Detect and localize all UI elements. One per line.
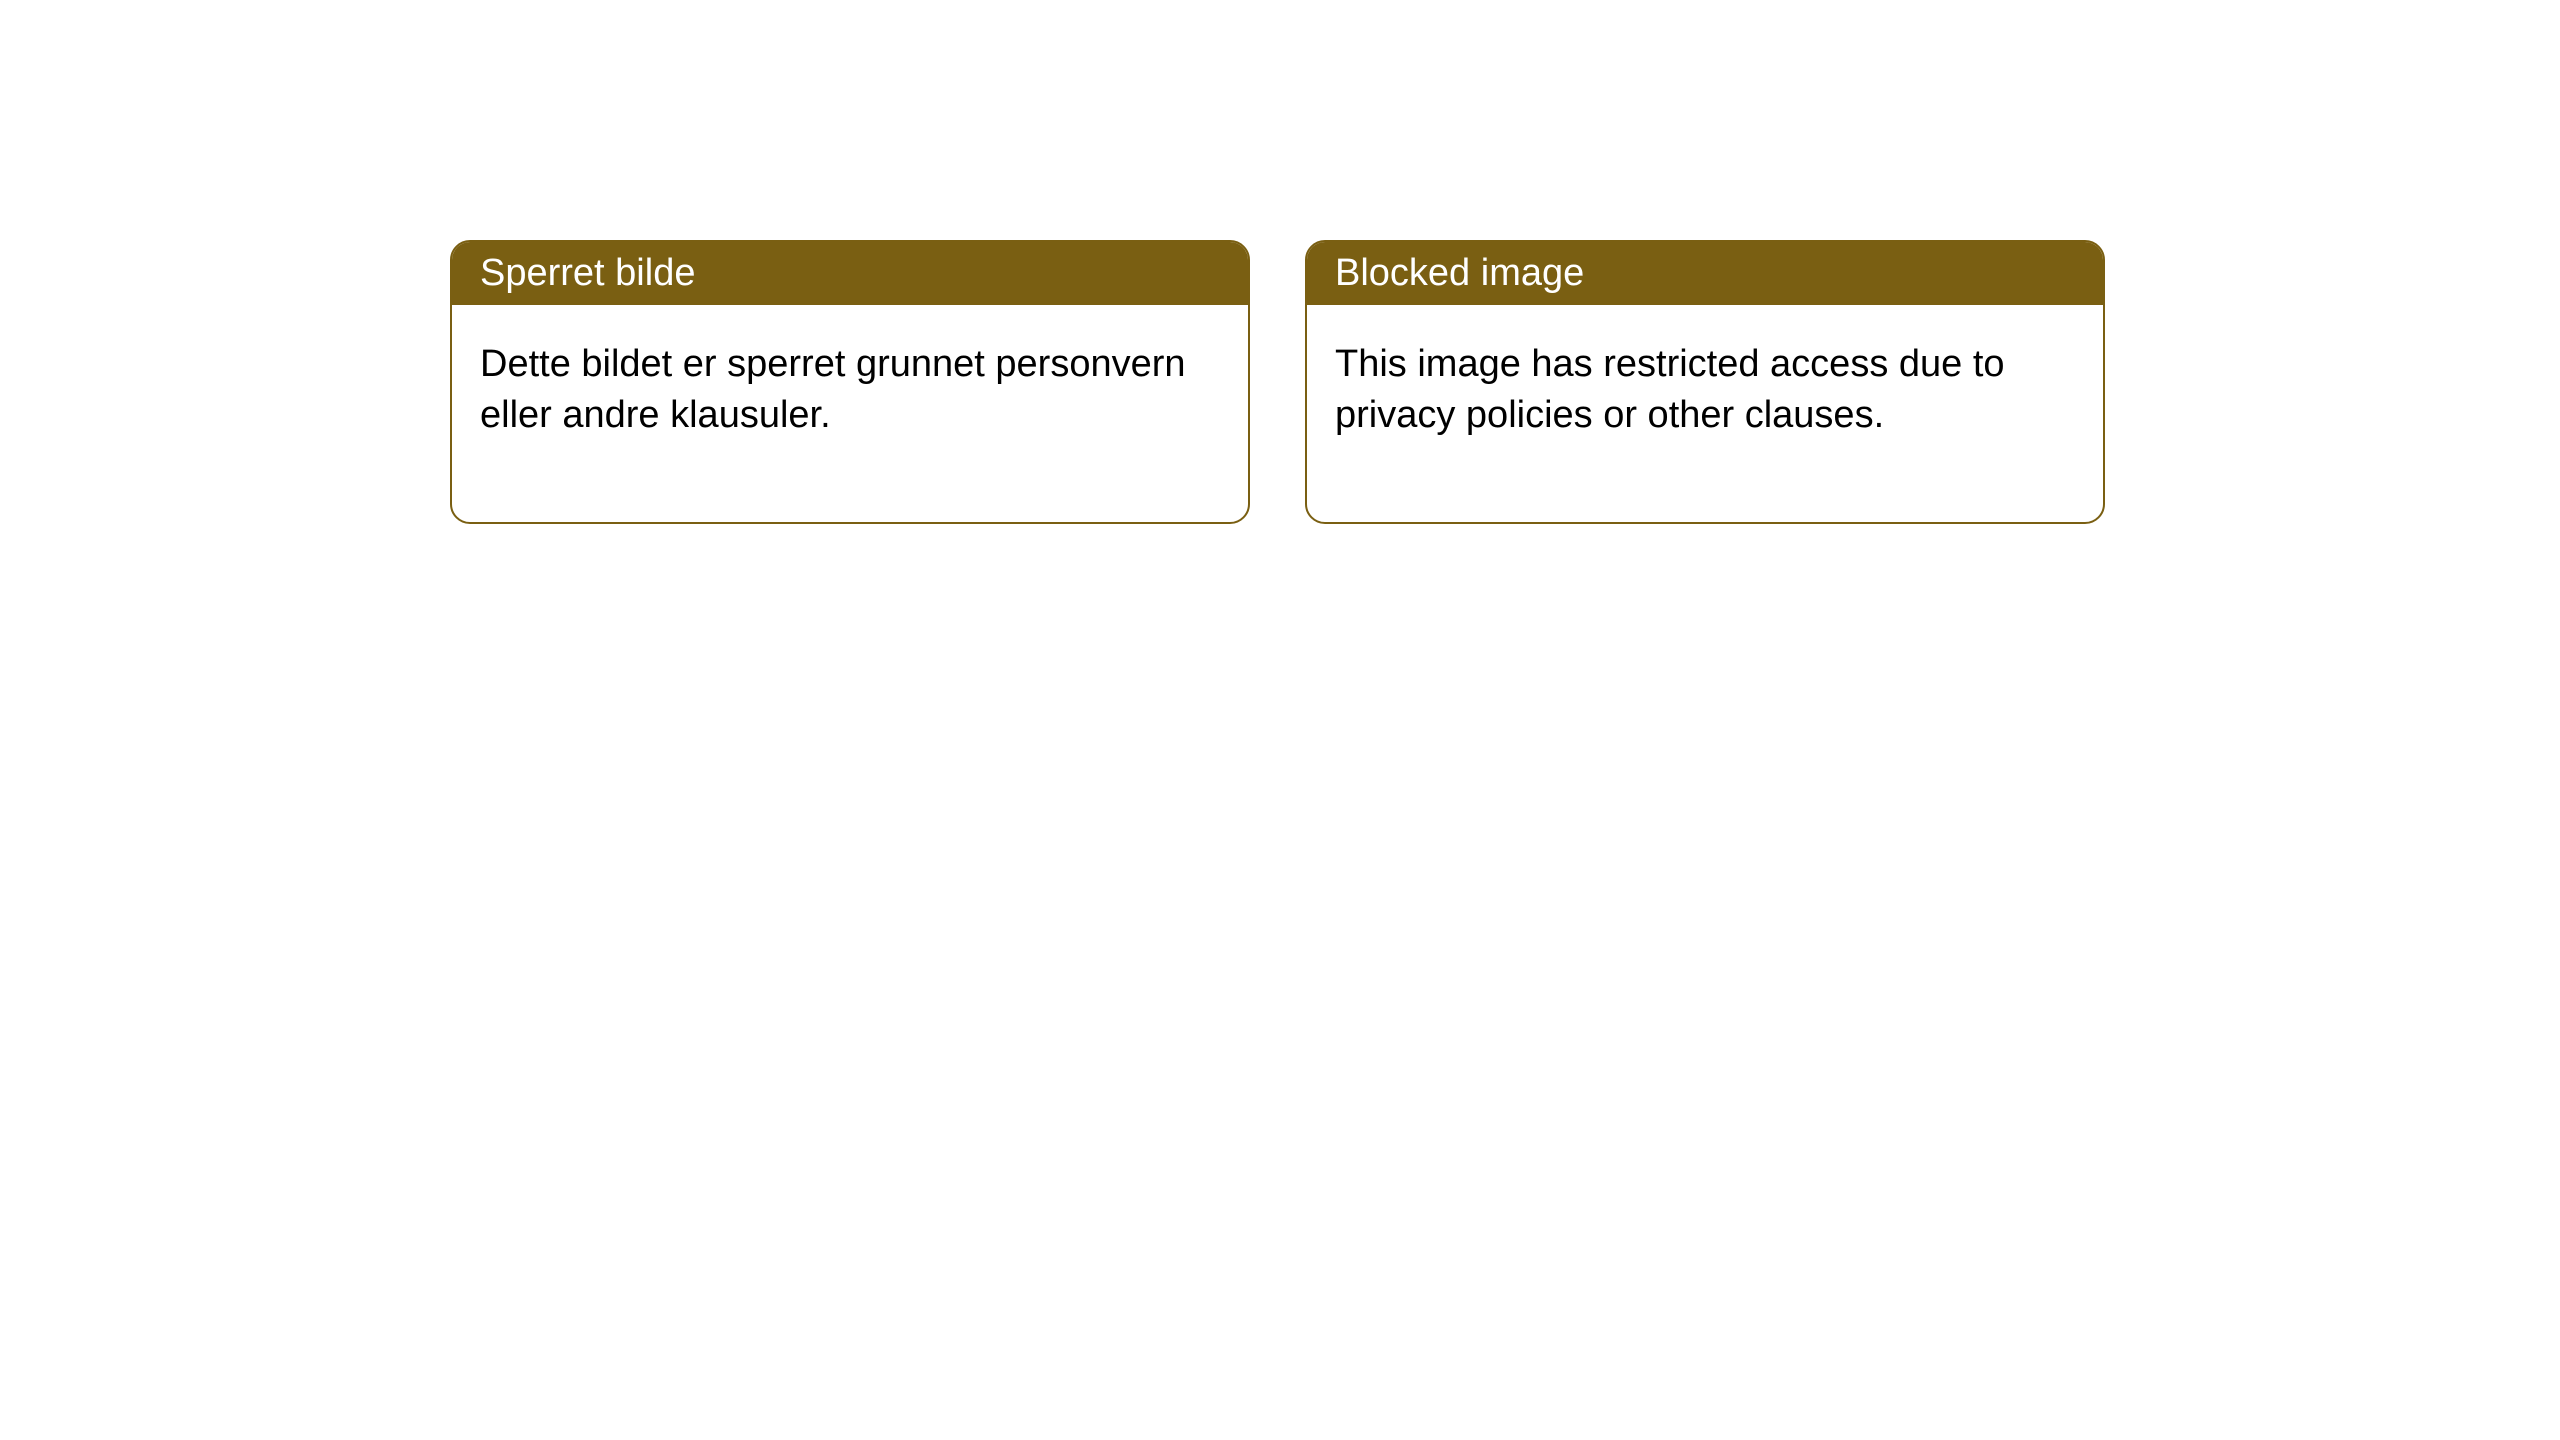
notice-body-norwegian: Dette bildet er sperret grunnet personve… — [452, 305, 1248, 522]
notice-body-english: This image has restricted access due to … — [1307, 305, 2103, 522]
notice-container: Sperret bilde Dette bildet er sperret gr… — [450, 240, 2105, 524]
notice-title-english: Blocked image — [1307, 242, 2103, 305]
notice-card-norwegian: Sperret bilde Dette bildet er sperret gr… — [450, 240, 1250, 524]
notice-card-english: Blocked image This image has restricted … — [1305, 240, 2105, 524]
notice-title-norwegian: Sperret bilde — [452, 242, 1248, 305]
